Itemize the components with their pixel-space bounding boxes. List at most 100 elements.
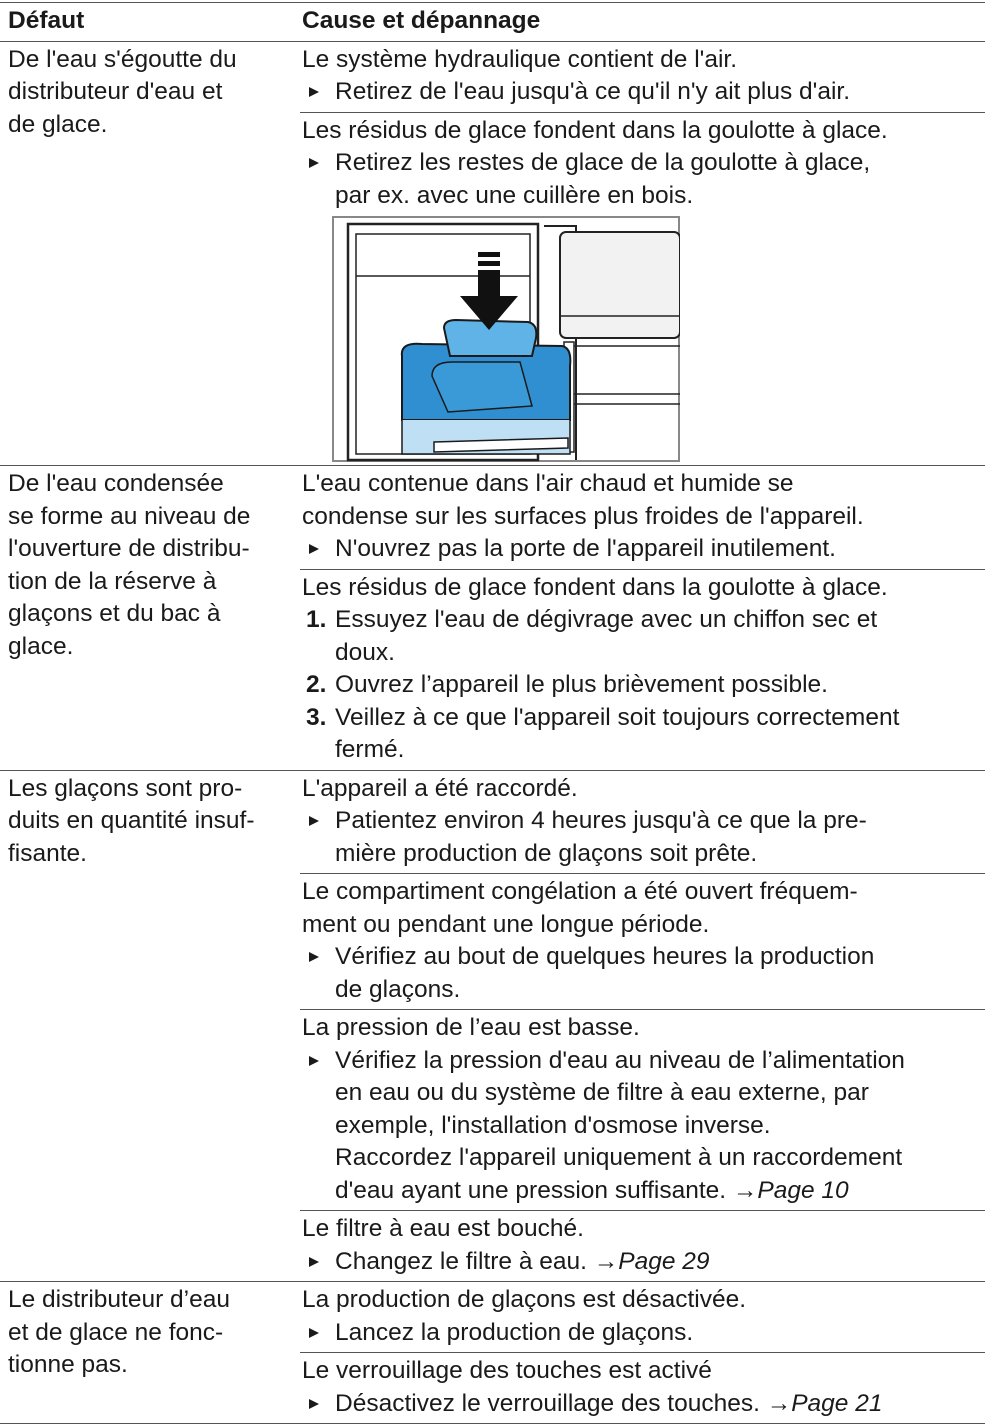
step-text-span: fermé. xyxy=(335,736,405,763)
step-text: Patientez environ 4 heures jusqu'à ce qu… xyxy=(335,805,985,838)
step-text-span: en eau ou du système de filtre à eau ext… xyxy=(335,1079,869,1106)
fault-text: l'ouverture de distribu- xyxy=(8,535,250,562)
step-bullet xyxy=(309,1327,319,1338)
step-text: Changez le filtre à eau. →Page 29 xyxy=(335,1246,985,1279)
page-ref: Page 10 xyxy=(757,1176,849,1204)
step-text: N'ouvrez pas la porte de l'appareil inut… xyxy=(335,533,985,566)
step-text: Ouvrez l’appareil le plus brièvement pos… xyxy=(335,669,985,702)
step-bullet xyxy=(309,87,319,97)
step-text-span: exemple, l'installation d'osmose inverse… xyxy=(335,1111,771,1139)
remedy-step: 1. Essuyez l'eau de dégivrage avec un chi… xyxy=(302,604,985,669)
step-text: mière production de glaçons soit prête. xyxy=(335,838,985,871)
cause-text: ment ou pendant une longue période. xyxy=(302,910,710,938)
remedy-step: Vérifiez au bout de quelques heures la p… xyxy=(302,941,985,1006)
table-row: De l'eau s'égoutte du distributeur d'eau … xyxy=(0,42,985,466)
step-text: Vérifiez la pression d'eau au niveau de … xyxy=(335,1045,985,1078)
step-text-span: Désactivez le verrouillage des touches. xyxy=(335,1389,760,1417)
table-row: De l'eau condensée se forme au niveau de l… xyxy=(0,466,985,771)
step-text-span: Retirez les restes de glace de la goulot… xyxy=(335,149,871,176)
step-text-span: N'ouvrez pas la porte de l'appareil inut… xyxy=(335,535,836,562)
cause-cell: L'appareil a été raccordé. Patientez envi… xyxy=(300,771,985,1282)
step-text-span: Vérifiez la pression d'eau au niveau de … xyxy=(335,1046,905,1074)
fault-text: glaçons et du bac à xyxy=(8,600,221,627)
cause-text: La pression de l’eau est basse. xyxy=(302,1014,640,1041)
page-ref: Page 29 xyxy=(618,1247,710,1275)
remedy-step: 2. Ouvrez l’appareil le plus brièvement p… xyxy=(302,669,985,702)
fault-cell: De l'eau s'égoutte du distributeur d'eau … xyxy=(0,42,300,466)
cause-block: Les résidus de glace fondent dans la gou… xyxy=(300,570,985,770)
step-text: Désactivez le verrouillage des touches. … xyxy=(335,1388,985,1421)
remedy-step: Retirez de l'eau jusqu'à ce qu'il n'y ai… xyxy=(302,76,985,109)
remedy-step: Patientez environ 4 heures jusqu'à ce qu… xyxy=(302,805,985,870)
remedy-step: N'ouvrez pas la porte de l'appareil inut… xyxy=(302,533,985,566)
fault-text: Le distributeur d’eau xyxy=(8,1286,231,1313)
cause-block: La pression de l’eau est basse. Vérifiez … xyxy=(300,1010,985,1211)
remedy-step: Changez le filtre à eau. →Page 29 xyxy=(302,1246,985,1279)
header-cell: Cause et dépannage xyxy=(302,7,541,34)
remedy-step: Désactivez le verrouillage des touches. … xyxy=(302,1388,985,1421)
step-bullet xyxy=(309,1055,319,1066)
cause-cell: Le système hydraulique contient de l'air… xyxy=(300,42,985,466)
cause-block: L'eau contenue dans l'air chaud et humid… xyxy=(300,466,985,570)
ref-arrow: → xyxy=(593,1247,619,1275)
cause-block: Le verrouillage des touches est activé Dé… xyxy=(300,1353,985,1423)
page-ref: Page 21 xyxy=(791,1389,883,1417)
step-text-span: d'eau ayant une pression suffisante. xyxy=(335,1176,727,1204)
cause-text: condense sur les surfaces plus froides d… xyxy=(302,502,864,530)
cause-block: Le système hydraulique contient de l'air… xyxy=(300,42,985,113)
step-text-span: Retirez de l'eau jusqu'à ce qu'il n'y ai… xyxy=(335,78,851,105)
step-text-span: mière production de glaçons soit prête. xyxy=(335,839,758,867)
step-text: Lancez la production de glaçons. xyxy=(335,1317,985,1350)
step-text-span: Lancez la production de glaçons. xyxy=(335,1318,694,1346)
step-bullet xyxy=(309,158,319,168)
step-text-span: Changez le filtre à eau. xyxy=(335,1247,587,1275)
fault-cell: De l'eau condensée se forme au niveau de l… xyxy=(0,466,300,770)
cause-text: L'appareil a été raccordé. xyxy=(302,774,578,802)
table-row: Les glaçons sont pro-duits en quantité i… xyxy=(0,771,985,1282)
step-text-span: Raccordez l'appareil uniquement à un rac… xyxy=(335,1144,903,1171)
step-text: par ex. avec une cuillère en bois. xyxy=(335,180,985,213)
step-text: Veillez à ce que l'appareil soit toujour… xyxy=(335,702,985,735)
cause-block: La production de glaçons est désactivée.… xyxy=(300,1282,985,1353)
cause-text: Les résidus de glace fondent dans la gou… xyxy=(302,116,888,144)
cause-text: L'eau contenue dans l'air chaud et humid… xyxy=(302,470,794,497)
step-text: en eau ou du système de filtre à eau ext… xyxy=(335,1077,985,1110)
step-text: Vérifiez au bout de quelques heures la p… xyxy=(335,941,985,974)
cause-text: Le système hydraulique contient de l'air… xyxy=(302,45,738,73)
cause-cell: L'eau contenue dans l'air chaud et humid… xyxy=(300,466,985,770)
step-bullet xyxy=(309,1398,319,1409)
fault-text: De l'eau condensée xyxy=(8,470,224,497)
step-text: Raccordez l'appareil uniquement à un rac… xyxy=(335,1142,985,1175)
table-row: Le distributeur d’eau et de glace ne fonc… xyxy=(0,1282,985,1424)
step-text: de glaçons. xyxy=(335,974,985,1007)
cause-text: La production de glaçons est désactivée. xyxy=(302,1286,747,1313)
step-text: Retirez de l'eau jusqu'à ce qu'il n'y ai… xyxy=(335,76,985,109)
step-text: Retirez les restes de glace de la goulot… xyxy=(335,147,985,180)
cause-text: Le compartiment congélation a été ouvert… xyxy=(302,878,858,905)
cause-text: Le verrouillage des touches est activé xyxy=(302,1357,712,1384)
fault-text: fisante. xyxy=(8,839,87,867)
remedy-step: Retirez les restes de glace de la goulot… xyxy=(302,147,985,212)
cause-block: L'appareil a été raccordé. Patientez envi… xyxy=(300,771,985,874)
fault-cell: Les glaçons sont pro-duits en quantité i… xyxy=(0,771,300,1282)
step-text-span: Ouvrez l’appareil le plus brièvement pos… xyxy=(335,671,828,698)
step-text: exemple, l'installation d'osmose inverse… xyxy=(335,1110,985,1143)
step-text-span: Essuyez l'eau de dégivrage avec un chiff… xyxy=(335,606,878,633)
step-text-span: de glaçons. xyxy=(335,975,461,1003)
step-bullet xyxy=(309,1256,319,1267)
step-text-span: doux. xyxy=(335,638,395,666)
step-text: doux. xyxy=(335,637,985,670)
remedy-step: Vérifiez la pression d'eau au niveau de … xyxy=(302,1045,985,1208)
fault-text: glace. xyxy=(8,632,74,660)
fault-text: tion de la réserve à xyxy=(8,567,217,595)
cause-block: Les résidus de glace fondent dans la gou… xyxy=(300,113,985,466)
fault-text: Les glaçons sont pro- xyxy=(8,774,243,802)
fault-text: de glace. xyxy=(8,110,108,138)
fault-text: et de glace ne fonc- xyxy=(8,1318,224,1346)
cause-block: Le filtre à eau est bouché. Changez le fi… xyxy=(300,1211,985,1281)
step-number: 3. xyxy=(306,703,327,731)
step-text-span: Vérifiez au bout de quelques heures la p… xyxy=(335,943,875,970)
step-number: 1. xyxy=(306,606,327,633)
